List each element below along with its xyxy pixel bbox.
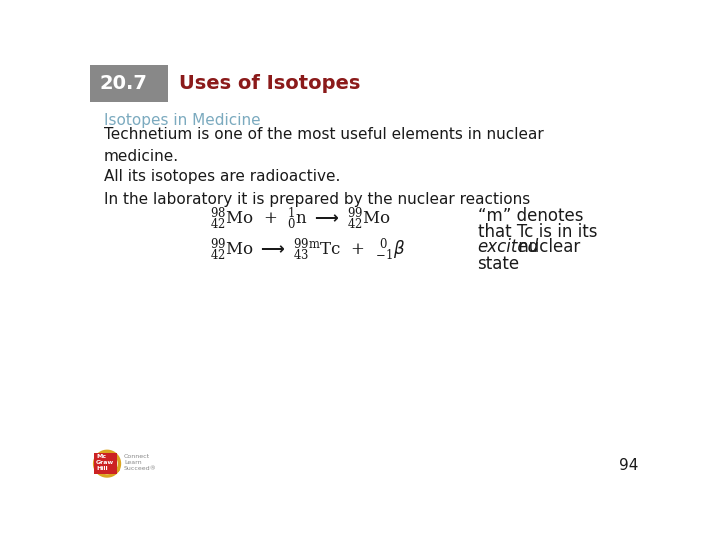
Text: All its isotopes are radioactive.: All its isotopes are radioactive.: [104, 168, 341, 184]
Text: “m” denotes: “m” denotes: [477, 207, 583, 225]
Text: Isotopes in Medicine: Isotopes in Medicine: [104, 113, 261, 129]
Text: Uses of Isotopes: Uses of Isotopes: [179, 74, 361, 93]
Text: 94: 94: [619, 458, 639, 473]
Text: Connect
Learn
Succeed®: Connect Learn Succeed®: [124, 454, 157, 471]
Text: 20.7: 20.7: [99, 74, 147, 93]
Text: $\mathregular{^{98}_{42}}$Mo  +  $\mathregular{^{1}_{0}}$n $\boldsymbol{\longrig: $\mathregular{^{98}_{42}}$Mo + $\mathreg…: [210, 206, 391, 232]
Bar: [90, 65, 168, 102]
Text: that Tc is in its: that Tc is in its: [477, 222, 597, 241]
Text: Mc
Graw
Hill: Mc Graw Hill: [96, 455, 114, 471]
Text: In the laboratory it is prepared by the nuclear reactions: In the laboratory it is prepared by the …: [104, 192, 530, 207]
Text: Technetium is one of the most useful elements in nuclear
medicine.: Technetium is one of the most useful ele…: [104, 127, 544, 164]
Text: excited: excited: [477, 238, 539, 256]
Bar: [94, 453, 117, 475]
Text: $\mathregular{^{99}_{42}}$Mo $\boldsymbol{\longrightarrow}$ $\mathregular{^{99m}: $\mathregular{^{99}_{42}}$Mo $\boldsymbo…: [210, 236, 405, 263]
Text: state: state: [477, 255, 520, 273]
Text: nuclear: nuclear: [513, 238, 580, 256]
